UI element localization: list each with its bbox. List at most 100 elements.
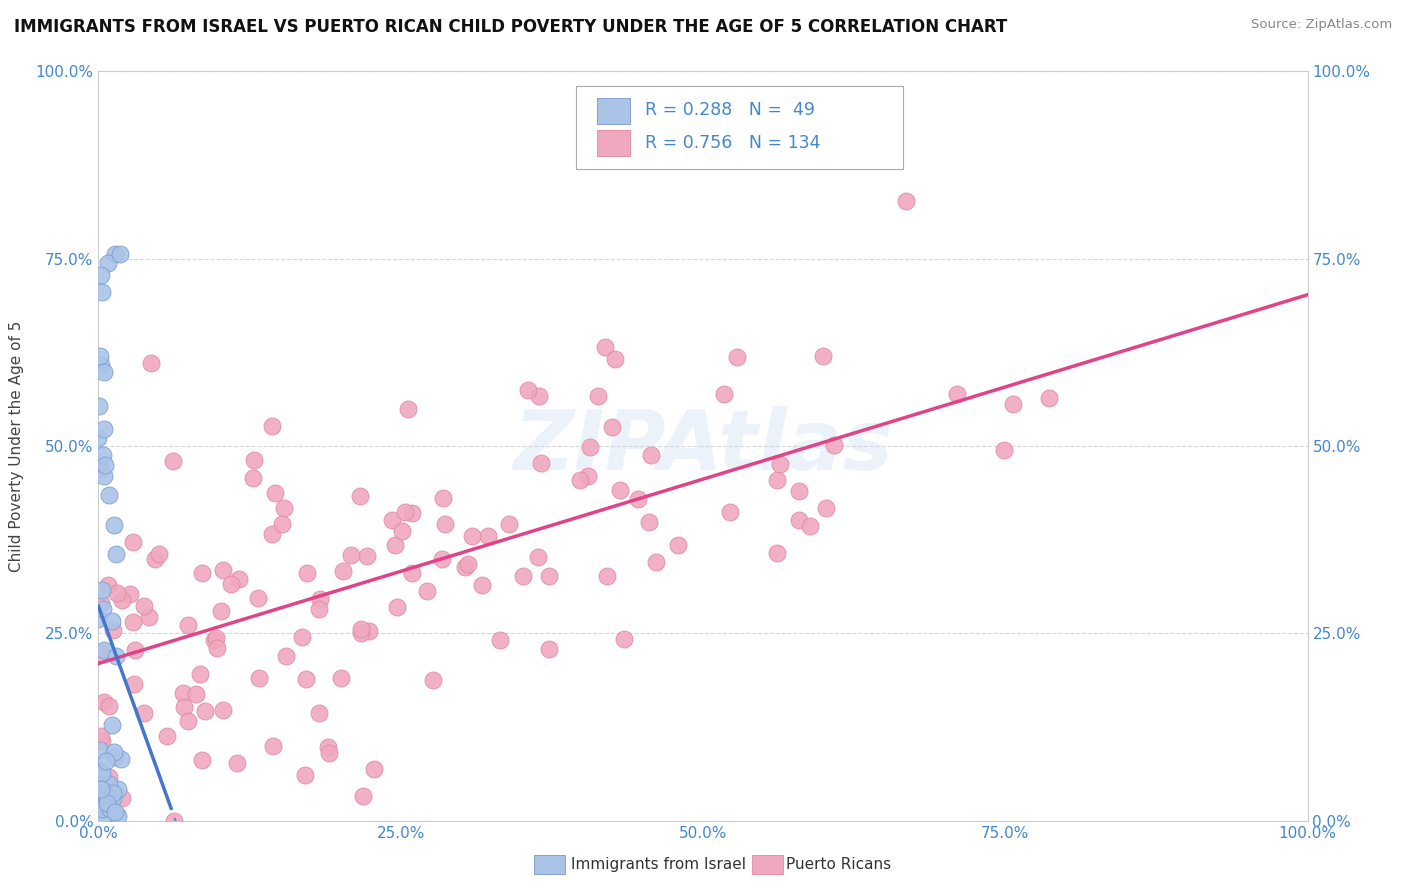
Point — [725, 351, 748, 365]
Point — [162, 454, 184, 468]
Point — [537, 569, 560, 583]
Point — [396, 402, 419, 417]
Point — [260, 527, 283, 541]
Point — [94, 788, 117, 802]
Point — [148, 547, 170, 561]
Point — [108, 246, 131, 260]
Point — [823, 438, 845, 452]
Point — [242, 471, 264, 485]
Point — [433, 517, 456, 532]
Point — [356, 549, 378, 564]
Point — [94, 458, 117, 472]
Point — [787, 483, 810, 498]
Point — [141, 356, 163, 370]
Point — [89, 742, 111, 756]
Point — [188, 667, 211, 681]
Point — [627, 491, 650, 506]
Point — [101, 718, 124, 732]
Point — [134, 599, 156, 614]
Point — [104, 649, 127, 664]
Point — [946, 387, 969, 401]
Point — [308, 706, 330, 720]
Point — [350, 626, 373, 640]
Point — [593, 340, 616, 354]
Point — [384, 538, 406, 552]
Point — [93, 642, 115, 657]
Point — [308, 602, 330, 616]
Point — [718, 505, 741, 519]
Point — [350, 622, 373, 636]
Point — [309, 591, 332, 606]
Point — [430, 552, 453, 566]
Point — [391, 524, 413, 538]
Point — [90, 268, 112, 282]
Point — [787, 513, 810, 527]
Point — [349, 490, 371, 504]
Point — [87, 778, 110, 792]
Point — [527, 389, 550, 403]
Text: Puerto Ricans: Puerto Ricans — [786, 857, 891, 871]
Point — [498, 517, 520, 532]
Point — [110, 752, 132, 766]
Point — [202, 632, 225, 647]
Point — [91, 802, 114, 816]
Point — [156, 729, 179, 743]
Point — [89, 778, 111, 792]
Point — [457, 557, 479, 571]
Point — [205, 641, 228, 656]
Point — [94, 754, 117, 768]
Point — [91, 448, 114, 462]
Point — [576, 469, 599, 483]
Point — [363, 762, 385, 776]
Point — [316, 739, 339, 754]
Point — [104, 247, 127, 261]
Point — [1038, 391, 1060, 405]
Point — [209, 604, 232, 618]
FancyBboxPatch shape — [596, 130, 630, 156]
Point — [814, 501, 837, 516]
Point — [90, 796, 112, 810]
Point — [578, 440, 600, 454]
Point — [94, 788, 117, 802]
Point — [90, 766, 112, 780]
Point — [172, 685, 194, 699]
Point — [769, 457, 792, 471]
Point — [97, 255, 120, 269]
Point — [90, 782, 112, 797]
Text: Source: ZipAtlas.com: Source: ZipAtlas.com — [1251, 18, 1392, 31]
Point — [291, 630, 314, 644]
Point — [89, 764, 111, 778]
Point — [132, 706, 155, 720]
Point — [318, 746, 340, 760]
Point — [101, 786, 124, 800]
Point — [104, 750, 127, 764]
Point — [461, 529, 484, 543]
Point — [89, 350, 111, 364]
Point — [87, 612, 110, 626]
Point — [211, 563, 233, 577]
Point — [613, 632, 636, 647]
Point — [91, 812, 114, 826]
Point — [228, 572, 250, 586]
Point — [93, 422, 115, 436]
Point — [111, 593, 134, 607]
Point — [163, 814, 186, 828]
Point — [603, 351, 626, 366]
Point — [111, 790, 134, 805]
Point — [713, 386, 735, 401]
Point — [295, 566, 318, 580]
Point — [191, 566, 214, 580]
Point — [242, 452, 264, 467]
Point — [260, 418, 283, 433]
Point — [527, 550, 550, 565]
Point — [993, 442, 1015, 457]
Text: IMMIGRANTS FROM ISRAEL VS PUERTO RICAN CHILD POVERTY UNDER THE AGE OF 5 CORRELAT: IMMIGRANTS FROM ISRAEL VS PUERTO RICAN C… — [14, 18, 1007, 36]
Point — [517, 383, 540, 397]
Point — [91, 582, 114, 597]
Point — [811, 349, 834, 363]
Point — [422, 673, 444, 687]
Point — [394, 505, 416, 519]
Point — [101, 614, 124, 628]
Point — [93, 796, 115, 810]
Point — [105, 585, 128, 599]
